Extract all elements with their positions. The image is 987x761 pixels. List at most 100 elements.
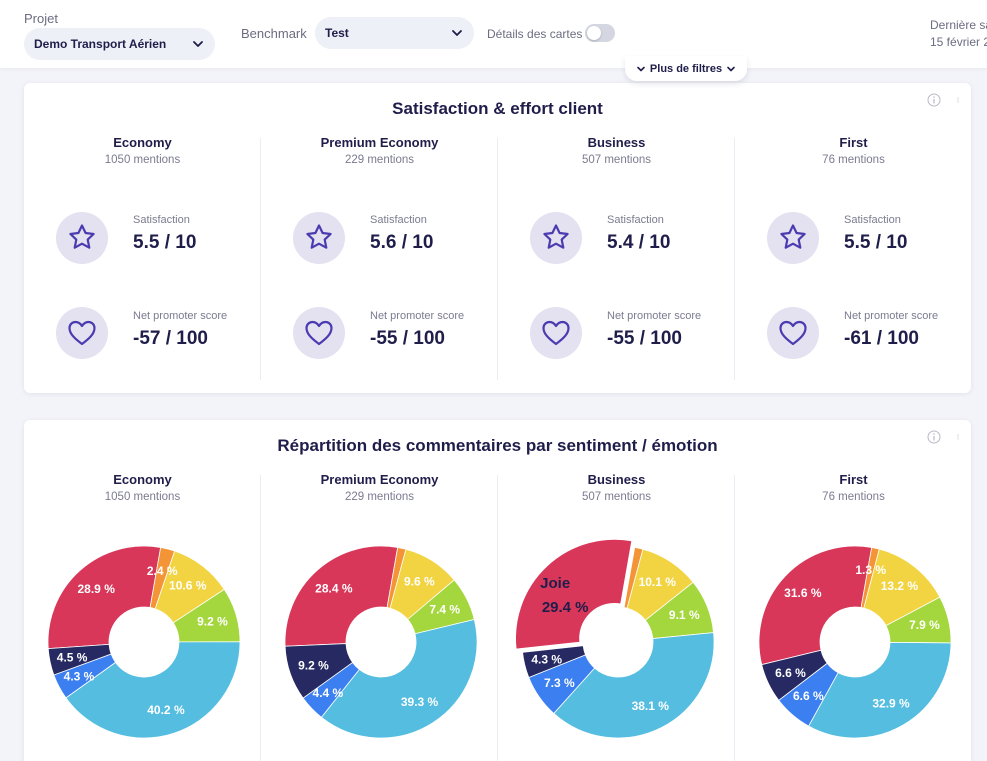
nps-label: Net promoter score bbox=[607, 310, 702, 322]
column-mentions: 1050 mentions bbox=[104, 491, 181, 503]
sentiment-donut-chart[interactable]: 31.6 % 1.3 % 13.2 % 7.9 % 32.9 % 6.6 % 6.6 % bbox=[755, 542, 955, 742]
last-save-line2: 15 février 2 bbox=[930, 35, 987, 49]
chevron-down-icon bbox=[452, 30, 462, 36]
satisfaction-label: Satisfaction bbox=[370, 214, 427, 226]
satisfaction-value: 5.4 / 10 bbox=[607, 232, 671, 253]
more-filters-label: Plus de filtres bbox=[649, 62, 723, 75]
donut-slice-label: 7.3 % bbox=[544, 676, 575, 690]
column-divider bbox=[497, 138, 498, 380]
donut-slice-joie[interactable] bbox=[284, 545, 399, 647]
sentiment-donut-chart[interactable]: 29.4 % 10.1 % 9.1 % 38.1 % 7.3 % 4.3 % Joie bbox=[515, 538, 718, 742]
chevron-down-icon bbox=[637, 66, 645, 71]
column-mentions: 76 mentions bbox=[822, 154, 885, 166]
column-mentions: 76 mentions bbox=[822, 491, 885, 503]
donut-slice-joie[interactable] bbox=[758, 545, 873, 666]
info-icon[interactable] bbox=[927, 93, 941, 107]
star-icon bbox=[56, 212, 108, 264]
card-actions bbox=[927, 430, 961, 444]
donut-slice-navy[interactable] bbox=[761, 649, 828, 701]
sentiment-column: Premium Economy 229 mentions 28.4 % 9.6 % 7.… bbox=[261, 420, 498, 761]
satisfaction-column: Economy 1050 mentions Satisfaction 5.5 / 10… bbox=[24, 83, 261, 393]
sentiment-column: Economy 1050 mentions 28.9 % 2.4 % 10.6 % 9.2… bbox=[24, 420, 261, 761]
donut-slice-label: 28.9 % bbox=[78, 582, 116, 596]
satisfaction-column: First 76 mentions Satisfaction 5.5 / 10 Net … bbox=[735, 83, 972, 393]
nps-value: -55 / 100 bbox=[607, 328, 682, 349]
filter-bar: Projet Demo Transport Aérien Benchmark T… bbox=[0, 0, 987, 68]
donut-slice-joie[interactable] bbox=[515, 538, 633, 650]
satisfaction-value: 5.6 / 10 bbox=[370, 232, 434, 253]
column-name: First bbox=[839, 472, 868, 487]
column-name: Premium Economy bbox=[320, 135, 439, 150]
donut-slice-lightblue[interactable] bbox=[320, 619, 478, 739]
donut-slice-label: 40.2 % bbox=[147, 703, 185, 717]
column-mentions: 1050 mentions bbox=[104, 154, 181, 166]
card-title: Satisfaction & effort client bbox=[392, 99, 603, 118]
card-details-label: Détails des cartes bbox=[487, 27, 583, 41]
donut-slice-label: 1.3 % bbox=[855, 563, 886, 577]
column-name: Premium Economy bbox=[320, 472, 439, 487]
donut-svg: 31.6 % 1.3 % 13.2 % 7.9 % 32.9 % 6.6 % 6.6 % bbox=[758, 545, 952, 739]
sentiment-donut-chart[interactable]: 28.4 % 9.6 % 7.4 % 39.3 % 4.4 % 9.2 % bbox=[281, 542, 481, 742]
card-title: Répartition des commentaires par sentime… bbox=[277, 436, 718, 455]
donut-svg: 29.4 % 10.1 % 9.1 % 38.1 % 7.3 % 4.3 % Joie bbox=[515, 538, 715, 739]
project-select[interactable]: Demo Transport Aérien bbox=[24, 28, 215, 60]
heart-icon bbox=[530, 307, 582, 359]
satisfaction-column: Business 507 mentions Satisfaction 5.4 / 10… bbox=[498, 83, 735, 393]
chevron-down-icon bbox=[193, 41, 203, 47]
donut-slice-label: 4.4 % bbox=[313, 686, 344, 700]
satisfaction-label: Satisfaction bbox=[607, 214, 664, 226]
donut-slice-label: 31.6 % bbox=[784, 586, 822, 600]
last-save-info: Dernière sa 15 février 2 bbox=[930, 17, 987, 51]
sentiment-column: Business 507 mentions 29.4 % 10.1 % 9.1 % 38.… bbox=[498, 420, 735, 761]
satisfaction-column: Premium Economy 229 mentions Satisfaction 5… bbox=[261, 83, 498, 393]
donut-slice-lightblue[interactable] bbox=[65, 641, 241, 739]
star-icon bbox=[530, 212, 582, 264]
project-label: Projet bbox=[24, 11, 58, 26]
satisfaction-label: Satisfaction bbox=[133, 214, 190, 226]
donut-slice-label: 29.4 % bbox=[542, 599, 589, 616]
more-filters-button[interactable]: Plus de filtres bbox=[625, 56, 747, 81]
column-mentions: 507 mentions bbox=[581, 491, 652, 503]
benchmark-select[interactable]: Test bbox=[315, 17, 474, 49]
satisfaction-value: 5.5 / 10 bbox=[133, 232, 197, 253]
chevron-down-icon bbox=[727, 66, 735, 71]
donut-slice-navy[interactable] bbox=[284, 643, 354, 699]
satisfaction-value: 5.5 / 10 bbox=[844, 232, 908, 253]
nps-value: -61 / 100 bbox=[844, 328, 919, 349]
column-mentions: 229 mentions bbox=[344, 154, 415, 166]
donut-slice-navy[interactable] bbox=[47, 643, 112, 676]
nps-label: Net promoter score bbox=[844, 310, 939, 322]
nps-label: Net promoter score bbox=[370, 310, 465, 322]
benchmark-label: Benchmark bbox=[241, 26, 307, 41]
donut-slice-label: 6.6 % bbox=[793, 689, 824, 703]
more-options-icon[interactable] bbox=[955, 93, 961, 107]
donut-slice-label: 2.4 % bbox=[147, 564, 178, 578]
star-icon bbox=[767, 212, 819, 264]
info-icon[interactable] bbox=[927, 430, 941, 444]
donut-slice-label: 38.1 % bbox=[632, 699, 670, 713]
column-name: Business bbox=[587, 135, 646, 150]
donut-svg: 28.9 % 2.4 %10.6 % 9.2 % 40.2 % 4.3 % 4.5 % bbox=[47, 545, 241, 739]
toggle-knob bbox=[587, 26, 601, 40]
sentiment-card: Répartition des commentaires par sentime… bbox=[24, 420, 971, 761]
donut-slice-lightblue[interactable] bbox=[553, 632, 715, 739]
donut-slice-navy[interactable] bbox=[522, 645, 586, 678]
nps-label: Net promoter score bbox=[133, 310, 228, 322]
column-mentions: 229 mentions bbox=[344, 491, 415, 503]
donut-slice-label: 4.5 % bbox=[57, 650, 88, 664]
sentiment-donut-chart[interactable]: 28.9 % 2.4 % 10.6 % 9.2 % 40.2 % 4.3 % 4.5 % bbox=[44, 542, 244, 742]
card-actions bbox=[927, 93, 961, 107]
column-divider bbox=[734, 475, 735, 761]
donut-slice-lightblue[interactable] bbox=[808, 641, 952, 739]
column-divider bbox=[497, 475, 498, 761]
donut-slice-label: 9.2 % bbox=[197, 614, 228, 628]
card-details-toggle[interactable] bbox=[585, 24, 615, 42]
column-divider bbox=[260, 138, 261, 380]
more-options-icon[interactable] bbox=[955, 430, 961, 444]
satisfaction-label: Satisfaction bbox=[844, 214, 901, 226]
donut-slice-joie[interactable] bbox=[47, 545, 162, 650]
donut-slice-label: 7.4 % bbox=[429, 603, 460, 617]
column-name: Economy bbox=[113, 135, 172, 150]
column-mentions: 507 mentions bbox=[581, 154, 652, 166]
sentiment-column: First 76 mentions 31.6 % 1.3 % 13.2 % 7.9 % 32… bbox=[735, 420, 972, 761]
